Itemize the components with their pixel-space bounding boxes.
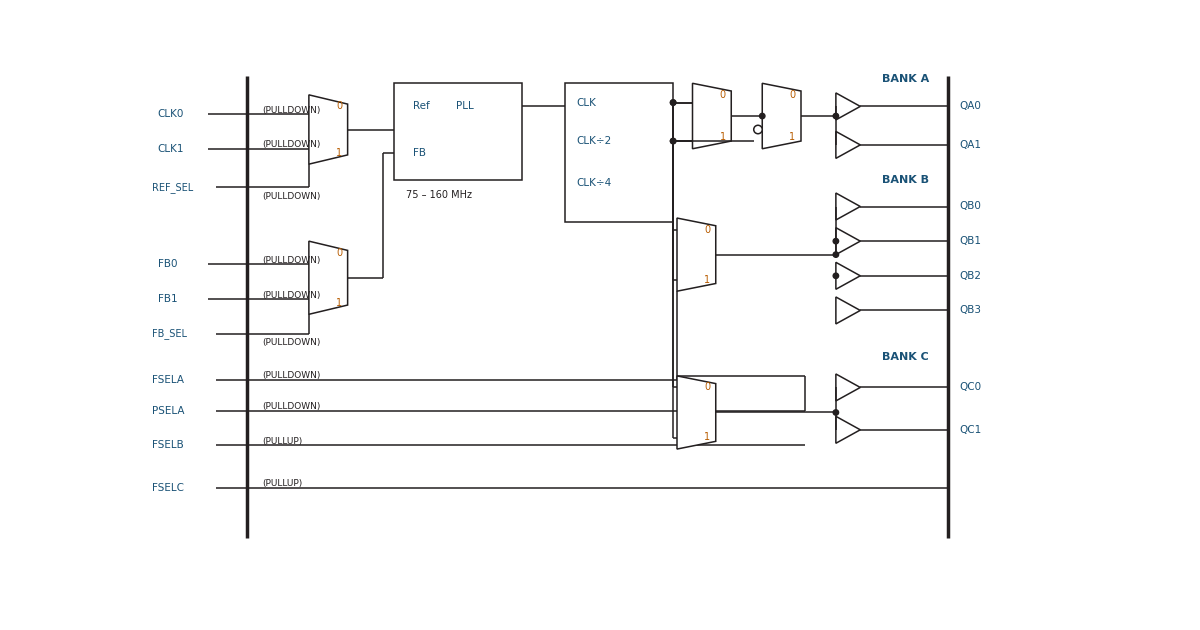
Text: BANK A: BANK A <box>882 74 930 84</box>
Text: (PULLUP): (PULLUP) <box>263 437 302 446</box>
Text: 1: 1 <box>336 298 342 307</box>
Circle shape <box>833 239 839 244</box>
Text: (PULLDOWN): (PULLDOWN) <box>263 372 320 381</box>
Polygon shape <box>836 132 860 158</box>
Text: 0: 0 <box>704 225 710 234</box>
Text: FB_SEL: FB_SEL <box>151 328 186 339</box>
Text: FB1: FB1 <box>157 294 178 304</box>
Polygon shape <box>836 374 860 401</box>
Polygon shape <box>836 297 860 324</box>
Text: BANK C: BANK C <box>882 352 929 362</box>
Bar <box>565 83 673 222</box>
Polygon shape <box>836 262 860 289</box>
Text: (PULLDOWN): (PULLDOWN) <box>263 290 320 299</box>
Text: FSELC: FSELC <box>151 483 184 493</box>
Text: FB0: FB0 <box>157 260 178 269</box>
Text: 0: 0 <box>720 90 726 100</box>
Circle shape <box>760 113 764 118</box>
Text: CLK÷2: CLK÷2 <box>576 136 612 146</box>
Text: (PULLDOWN): (PULLDOWN) <box>263 402 320 411</box>
Text: 1: 1 <box>336 147 342 158</box>
Text: QB2: QB2 <box>960 271 982 281</box>
Text: CLK÷4: CLK÷4 <box>576 178 612 188</box>
Bar <box>394 83 522 180</box>
Text: QC1: QC1 <box>960 425 982 435</box>
Text: BANK B: BANK B <box>882 175 929 185</box>
Text: CLK: CLK <box>576 98 596 108</box>
Circle shape <box>833 113 839 118</box>
Text: Ref: Ref <box>414 101 431 112</box>
Text: QB3: QB3 <box>960 306 982 316</box>
Text: 1: 1 <box>704 433 710 442</box>
Text: QA1: QA1 <box>960 140 982 150</box>
Text: 1: 1 <box>720 132 726 142</box>
Text: 1: 1 <box>790 132 796 142</box>
Text: (PULLDOWN): (PULLDOWN) <box>263 140 320 149</box>
Text: 0: 0 <box>790 90 796 100</box>
Circle shape <box>671 139 676 144</box>
Text: PSELA: PSELA <box>151 406 184 416</box>
Polygon shape <box>692 83 731 149</box>
Polygon shape <box>677 376 715 449</box>
Circle shape <box>833 273 839 278</box>
Polygon shape <box>762 83 802 149</box>
Text: REF_SEL: REF_SEL <box>151 182 193 193</box>
Polygon shape <box>836 93 860 120</box>
Circle shape <box>671 139 676 144</box>
Polygon shape <box>836 193 860 220</box>
Text: (PULLDOWN): (PULLDOWN) <box>263 192 320 201</box>
Text: 0: 0 <box>336 248 342 258</box>
Circle shape <box>754 125 762 134</box>
Polygon shape <box>308 241 348 314</box>
Text: FB: FB <box>414 147 426 158</box>
Polygon shape <box>836 416 860 444</box>
Text: CLK0: CLK0 <box>157 109 184 119</box>
Polygon shape <box>677 218 715 291</box>
Polygon shape <box>308 95 348 164</box>
Circle shape <box>671 100 676 105</box>
Text: 75 – 160 MHz: 75 – 160 MHz <box>406 190 472 200</box>
Text: FSELB: FSELB <box>151 440 184 450</box>
Text: PLL: PLL <box>456 101 474 112</box>
Text: FSELA: FSELA <box>151 375 184 385</box>
Polygon shape <box>836 227 860 255</box>
Text: QB0: QB0 <box>960 202 982 212</box>
Text: (PULLDOWN): (PULLDOWN) <box>263 256 320 265</box>
Text: QC0: QC0 <box>960 382 982 392</box>
Text: (PULLUP): (PULLUP) <box>263 479 302 488</box>
Text: CLK1: CLK1 <box>157 144 185 154</box>
Text: QA0: QA0 <box>960 101 982 112</box>
Circle shape <box>833 252 839 257</box>
Text: 0: 0 <box>336 101 342 112</box>
Text: (PULLDOWN): (PULLDOWN) <box>263 338 320 347</box>
Text: QB1: QB1 <box>960 236 982 246</box>
Circle shape <box>671 100 676 105</box>
Text: 0: 0 <box>704 382 710 392</box>
Text: (PULLDOWN): (PULLDOWN) <box>263 106 320 115</box>
Circle shape <box>833 410 839 415</box>
Text: 1: 1 <box>704 275 710 285</box>
